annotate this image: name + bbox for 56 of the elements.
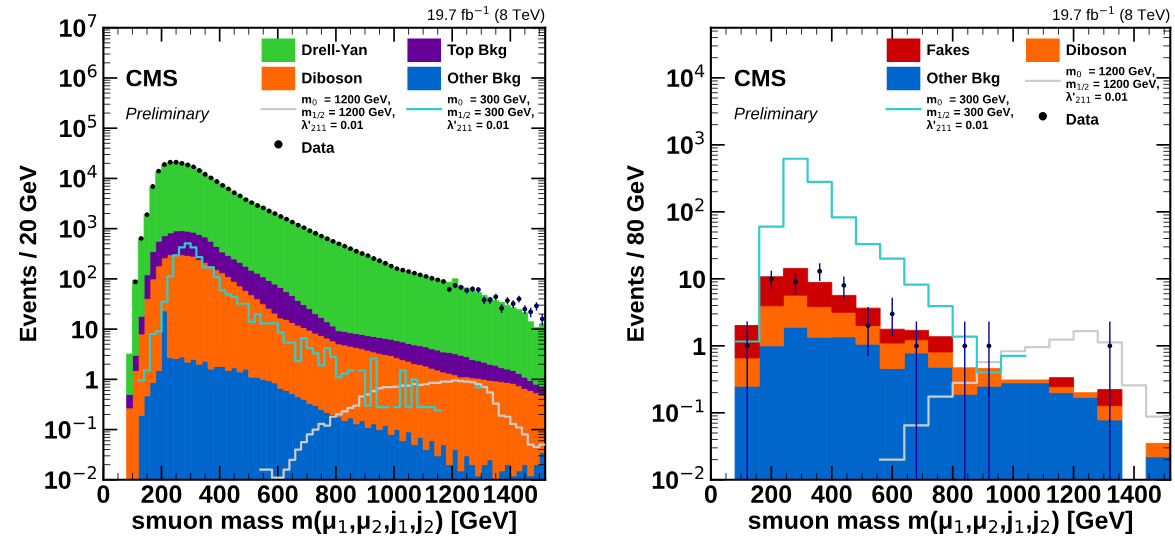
y-tick-label: 10$^{−2}$ (652, 466, 704, 489)
y-axis-title: Events / 20 GeV (19, 165, 37, 341)
text: m$_{0}$ = 300 GeV, m$_{1/2}$ = 300 GeV, λ'$_{211}$ = 0.01 (926, 95, 1013, 131)
y-tick-label: 10$^{−1}$ (652, 399, 704, 422)
y-tick-label: 10$^{5}$ (60, 114, 97, 138)
x-tick-label: 600 (257, 485, 298, 504)
y-tick-label: 10$^{2}$ (60, 265, 96, 288)
annotation: CMS (734, 69, 786, 87)
x-tick-label: 1400 (484, 485, 538, 504)
text: 19.7 fb$^{−1}$ (8 TeV) (1053, 6, 1170, 24)
y-tick-label: 1 (693, 337, 706, 355)
text: smuon mass m(μ$_{1}$,μ$_{2}$,j$_{1}$,j$_{2}$) [GeV] (132, 510, 516, 535)
x-tick-label: 400 (199, 485, 240, 504)
text: m$_{0}$ = 1200 GeV, m$_{1/2}$ = 1200 GeV, λ'$_{211}$ = 0.01 (301, 95, 395, 131)
legend-label: Fakes (927, 44, 970, 56)
legend-label: Data (302, 142, 335, 153)
y-tick-label: 10$^{−2}$ (45, 466, 96, 489)
text: 19.7 fb$^{−1}$ (8 TeV) (428, 6, 545, 24)
y-tick-label: 10$^{3}$ (667, 131, 704, 154)
text: m$_{0}$ = 1200 GeV, m$_{1/2}$ = 1200 GeV, λ'$_{211}$ = 0.01 (1065, 66, 1159, 103)
annotation: CMS (126, 69, 178, 87)
x-tick-label: 1000 (986, 485, 1040, 504)
x-tick-label: 1200 (1047, 485, 1101, 504)
x-tick-label: 1400 (1107, 485, 1161, 504)
y-tick-label: 10$^{4}$ (60, 164, 97, 188)
y-tick-label: 10$^{3}$ (60, 214, 97, 238)
y-tick-label: 10 (72, 320, 98, 339)
y-tick-label: 10$^{4}$ (667, 64, 705, 87)
annotation: Preliminary (734, 107, 819, 123)
legend-label: Data (1066, 114, 1099, 125)
x-tick-label: 600 (872, 485, 913, 504)
x-tick-label: 400 (811, 485, 852, 504)
annotation: Preliminary (126, 107, 210, 123)
x-tick-label: 0 (704, 485, 717, 504)
x-tick-label: 800 (932, 485, 973, 504)
x-tick-label: 200 (751, 485, 792, 504)
x-tick-label: 1200 (425, 485, 479, 504)
legend-label: Diboson (1066, 44, 1126, 56)
legend-label: Diboson (302, 72, 362, 84)
y-tick-label: 1 (86, 371, 98, 389)
text: smuon mass m(μ$_{1}$,μ$_{2}$,j$_{1}$,j$_{2}$) [GeV] (748, 510, 1133, 535)
y-tick-label: 10$^{2}$ (667, 198, 704, 221)
y-tick-label: 10$^{7}$ (60, 14, 97, 37)
legend-label: Other Bkg (927, 72, 1000, 87)
legend-label: Top Bkg (447, 44, 507, 59)
x-tick-label: 200 (141, 485, 182, 504)
y-tick-label: 10 (679, 270, 705, 289)
x-tick-label: 1000 (367, 485, 421, 504)
y-axis-title: Events / 80 GeV (626, 165, 645, 341)
y-tick-label: 10$^{−1}$ (45, 416, 97, 439)
legend-label: Other Bkg (447, 72, 520, 87)
text: m$_{0}$ = 300 GeV, m$_{1/2}$ = 300 GeV, λ'$_{211}$ = 0.01 (447, 95, 534, 131)
legend-label: Drell-Yan (302, 44, 367, 56)
y-tick-label: 10$^{6}$ (60, 64, 97, 88)
x-tick-label: 0 (97, 485, 110, 504)
x-tick-label: 800 (315, 485, 356, 504)
